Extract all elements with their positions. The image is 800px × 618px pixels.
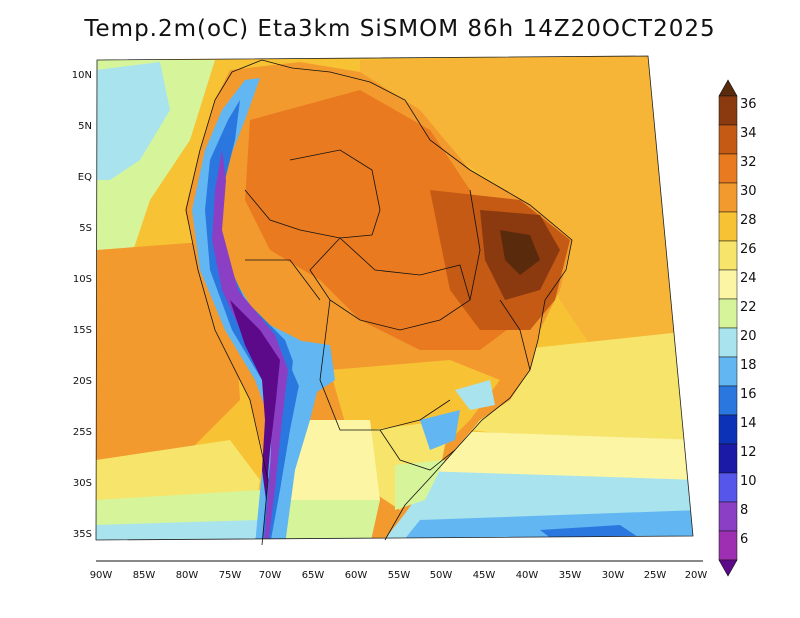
- northeast-hottest: [500, 230, 540, 275]
- pacific-south-cold: [96, 520, 260, 540]
- colorbar-label: 14: [740, 416, 757, 431]
- colorbar-bottom-arrow: [718, 559, 738, 577]
- altiplano-cool: [292, 340, 335, 400]
- lat-label: 5N: [78, 121, 92, 132]
- colorbar-swatch: [718, 182, 738, 213]
- lon-label: 40W: [516, 570, 539, 581]
- colorbar-label: 26: [740, 242, 757, 257]
- colorbar-label: 20: [740, 329, 757, 344]
- colorbar-swatch: [718, 124, 738, 155]
- mantiqueira-cool: [455, 380, 495, 410]
- lon-label: 80W: [176, 570, 199, 581]
- lat-label: 10S: [73, 274, 92, 285]
- andes-highest: [230, 300, 280, 500]
- border-state-bahia: [499, 299, 531, 371]
- south-atlantic-coldest: [540, 525, 650, 540]
- colorbar-labels: 36 34 32 30 28 26 24 22 20 18 16 14 12 10 8 6: [740, 97, 757, 547]
- lon-label: 45W: [473, 570, 496, 581]
- border-peru-bolivia: [245, 259, 321, 301]
- colorbar-label: 12: [740, 445, 757, 460]
- border-uruguay: [379, 429, 456, 471]
- colorbar-swatch: [718, 501, 738, 532]
- colorbar-swatch: [718, 385, 738, 416]
- colorbar-swatch: [718, 211, 738, 242]
- atlantic-warm-band: [360, 56, 680, 360]
- colorbar-label: 28: [740, 213, 757, 228]
- colorbar-label: 34: [740, 126, 757, 141]
- border-state-ne: [469, 189, 481, 301]
- lat-label: 35S: [73, 529, 92, 540]
- border-colombia-brazil: [244, 149, 381, 239]
- lon-label: 70W: [259, 570, 282, 581]
- lat-label: 25S: [73, 427, 92, 438]
- lon-label: 85W: [133, 570, 156, 581]
- colorbar-swatch: [718, 153, 738, 184]
- colorbar: 36 34 32 30 28 26 24 22 20 18 16 14 12 10 8 6: [718, 79, 757, 577]
- border-bolivia-paraguay: [319, 299, 451, 431]
- colorbar-top-arrow: [718, 79, 738, 97]
- lon-label: 20W: [685, 570, 708, 581]
- colorbar-swatch: [718, 298, 738, 329]
- lat-label: 20S: [73, 376, 92, 387]
- temperature-field: [96, 56, 693, 540]
- colorbar-swatch: [718, 269, 738, 300]
- lat-label: 30S: [73, 478, 92, 489]
- colorbar-label: 22: [740, 300, 757, 315]
- colorbar-swatch: [718, 530, 738, 561]
- colorbar-swatch: [718, 443, 738, 474]
- colorbar-swatches: [718, 79, 738, 577]
- lon-label: 90W: [90, 570, 113, 581]
- atlantic-coastline: [231, 59, 573, 541]
- lon-label: 65W: [302, 570, 325, 581]
- lat-label: 5S: [79, 223, 92, 234]
- colorbar-label: 16: [740, 387, 757, 402]
- serra-mar-cool: [420, 410, 460, 450]
- political-boundaries: [185, 59, 573, 546]
- colorbar-swatch: [718, 472, 738, 503]
- lon-label: 30W: [602, 570, 625, 581]
- pacific-coastline: [185, 71, 269, 546]
- colorbar-swatch: [718, 240, 738, 271]
- colorbar-label: 32: [740, 155, 757, 170]
- colorbar-label: 8: [740, 503, 748, 518]
- argentina-central: [280, 500, 380, 540]
- colorbar-swatch: [718, 95, 738, 126]
- lon-label: 50W: [430, 570, 453, 581]
- colorbar-label: 10: [740, 474, 757, 489]
- colorbar-label: 36: [740, 97, 757, 112]
- lon-label: 25W: [644, 570, 667, 581]
- lat-label: 10N: [72, 70, 92, 81]
- colorbar-swatch: [718, 327, 738, 358]
- colorbar-swatch: [718, 356, 738, 387]
- longitude-axis: 90W 85W 80W 75W 70W 65W 60W 55W 50W 45W …: [90, 560, 708, 581]
- colorbar-label: 30: [740, 184, 757, 199]
- border-brazil-states: [309, 237, 471, 331]
- lat-label: EQ: [78, 172, 92, 183]
- lat-label: 15S: [73, 325, 92, 336]
- latitude-axis: 10N 5N EQ 5S 10S 15S 20S 25S 30S 35S: [72, 70, 92, 540]
- lon-label: 35W: [559, 570, 582, 581]
- southern-brazil-cool: [395, 460, 445, 510]
- pacific-south-warm: [96, 240, 240, 460]
- lon-label: 60W: [345, 570, 368, 581]
- domain-border: [95, 55, 694, 541]
- map-title: Temp.2m(oC) Eta3km SiSMOM 86h 14Z20OCT20…: [84, 16, 716, 42]
- colorbar-label: 24: [740, 271, 757, 286]
- colorbar-label: 6: [740, 532, 748, 547]
- colorbar-swatch: [718, 414, 738, 445]
- pacific-gulf-cool: [96, 62, 170, 180]
- lon-label: 75W: [219, 570, 242, 581]
- colorbar-label: 18: [740, 358, 757, 373]
- lon-label: 55W: [388, 570, 411, 581]
